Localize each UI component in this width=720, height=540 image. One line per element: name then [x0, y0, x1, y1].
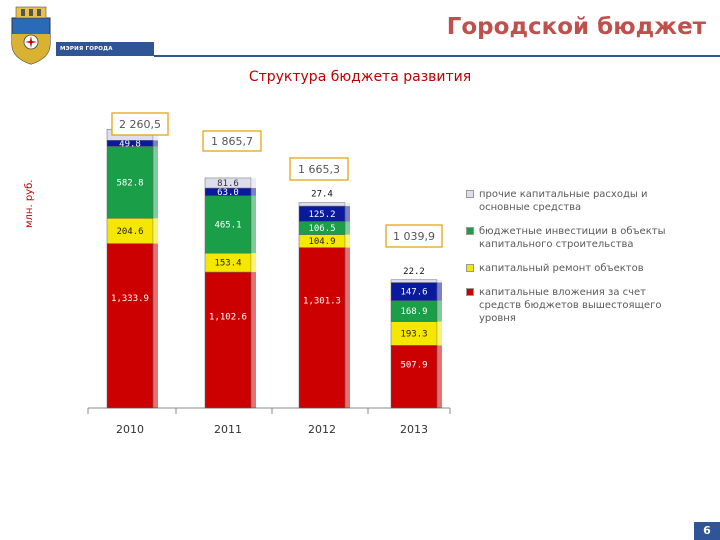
- total-box-2013: [385, 224, 443, 248]
- data-label-repair-2010: 582.8: [116, 178, 143, 188]
- bar-side-investment-2011: [251, 188, 256, 196]
- bar-capital-2012: [298, 247, 346, 409]
- x-tick-label-2012: 2012: [308, 423, 336, 436]
- data-label-capital-2010: 1,333.9: [111, 294, 149, 304]
- bar-other-2012: [298, 202, 346, 207]
- legend-swatch-capital: [466, 288, 474, 296]
- coat-of-arms-logo: [11, 6, 51, 65]
- bar-repair-2010: [106, 146, 154, 219]
- bar-side-repair-2011: [251, 195, 256, 254]
- legend-item-repair: бюджетные инвестиции в объекты капитальн…: [466, 225, 678, 251]
- bar-side-repair-2012: [345, 221, 350, 235]
- data-label-superior-2012: 104.9: [308, 237, 335, 247]
- total-box-2010: [111, 112, 169, 136]
- total-label-2010: 2 260,5: [119, 118, 161, 131]
- data-label-other-2012: 27.4: [311, 190, 333, 200]
- legend-label-capital: капитальные вложения за счет средств бюд…: [479, 287, 662, 324]
- x-tick-label-2010: 2010: [116, 423, 144, 436]
- bar-side-superior-2013: [437, 321, 442, 346]
- data-label-investment-2010: 49.8: [119, 139, 141, 149]
- header-divider: [154, 55, 720, 57]
- legend-label-other: прочие капитальные расходы и основные ср…: [479, 189, 648, 213]
- bar-capital-2010: [106, 243, 154, 409]
- data-label-other-2011: 81.6: [217, 179, 239, 189]
- bar-repair-2011: [204, 195, 252, 254]
- legend-swatch-other: [466, 190, 474, 198]
- total-box-2011: [202, 130, 262, 152]
- x-tick-label-2011: 2011: [214, 423, 242, 436]
- mayor-banner: МЭРИЯ ГОРОДА ЧЕРЕПОВЦА: [56, 42, 154, 66]
- total-label-2011: 1 865,7: [211, 135, 253, 148]
- data-label-capital-2011: 1,102.6: [209, 313, 247, 323]
- data-label-superior-2011: 153.4: [214, 259, 241, 269]
- x-tick-label-2013: 2013: [400, 423, 428, 436]
- data-label-superior-2010: 204.6: [116, 227, 143, 237]
- bar-side-other-2012: [345, 202, 350, 207]
- legend-item-capital: капитальные вложения за счет средств бюд…: [466, 286, 678, 325]
- bar-side-investment-2012: [345, 206, 350, 222]
- bar-side-superior-2010: [153, 218, 158, 244]
- bar-side-superior-2011: [251, 253, 256, 273]
- bar-side-other-2013: [437, 279, 442, 283]
- bar-side-capital-2013: [437, 345, 442, 408]
- bar-side-superior-2012: [345, 234, 350, 248]
- legend-label-repair: бюджетные инвестиции в объекты капитальн…: [479, 226, 666, 250]
- legend-label-superior: капитальный ремонт объектов: [479, 263, 644, 274]
- bar-side-repair-2013: [437, 300, 442, 322]
- data-label-investment-2012: 125.2: [308, 210, 335, 220]
- bar-side-repair-2010: [153, 146, 158, 219]
- bar-other-2013: [390, 279, 438, 283]
- legend-swatch-superior: [466, 264, 474, 272]
- total-box-2012: [289, 157, 349, 181]
- page-number: 6: [694, 522, 720, 540]
- total-label-2012: 1 665,3: [298, 163, 340, 176]
- bar-side-investment-2010: [153, 140, 158, 147]
- bar-side-other-2011: [251, 177, 256, 189]
- chart-legend: прочие капитальные расходы и основные ср…: [466, 188, 678, 336]
- bar-capital-2013: [390, 345, 438, 409]
- bar-capital-2011: [204, 271, 252, 409]
- data-label-superior-2013: 193.3: [400, 329, 427, 339]
- data-label-repair-2011: 465.1: [214, 220, 241, 230]
- bar-side-capital-2012: [345, 247, 350, 408]
- bar-superior-2010: [106, 218, 154, 244]
- legend-item-superior: капитальный ремонт объектов: [466, 262, 678, 275]
- data-label-capital-2013: 507.9: [400, 360, 427, 370]
- bar-side-capital-2011: [251, 272, 256, 408]
- data-label-repair-2012: 106.5: [308, 224, 335, 234]
- total-label-2013: 1 039,9: [393, 230, 435, 243]
- page-title: Городской бюджет: [446, 14, 706, 40]
- bar-side-capital-2010: [153, 243, 158, 408]
- legend-swatch-repair: [466, 227, 474, 235]
- data-label-repair-2013: 168.9: [400, 307, 427, 317]
- data-label-investment-2013: 147.6: [400, 288, 427, 298]
- bar-side-investment-2013: [437, 282, 442, 301]
- chart-title: Структура бюджета развития: [248, 69, 472, 85]
- data-label-capital-2012: 1,301.3: [303, 297, 341, 307]
- data-label-investment-2011: 63.0: [217, 188, 239, 198]
- data-label-other-2013: 22.2: [403, 267, 425, 277]
- legend-item-other: прочие капитальные расходы и основные ср…: [466, 188, 678, 214]
